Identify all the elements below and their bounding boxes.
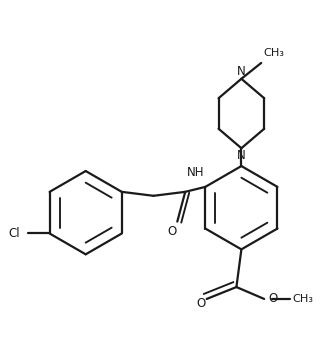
Text: CH₃: CH₃ bbox=[292, 294, 313, 304]
Text: CH₃: CH₃ bbox=[263, 48, 284, 58]
Text: O: O bbox=[168, 225, 177, 238]
Text: O: O bbox=[196, 298, 205, 310]
Text: O: O bbox=[268, 292, 277, 306]
Text: Cl: Cl bbox=[8, 227, 20, 240]
Text: N: N bbox=[237, 149, 246, 162]
Text: N: N bbox=[237, 65, 246, 78]
Text: NH: NH bbox=[187, 166, 204, 180]
